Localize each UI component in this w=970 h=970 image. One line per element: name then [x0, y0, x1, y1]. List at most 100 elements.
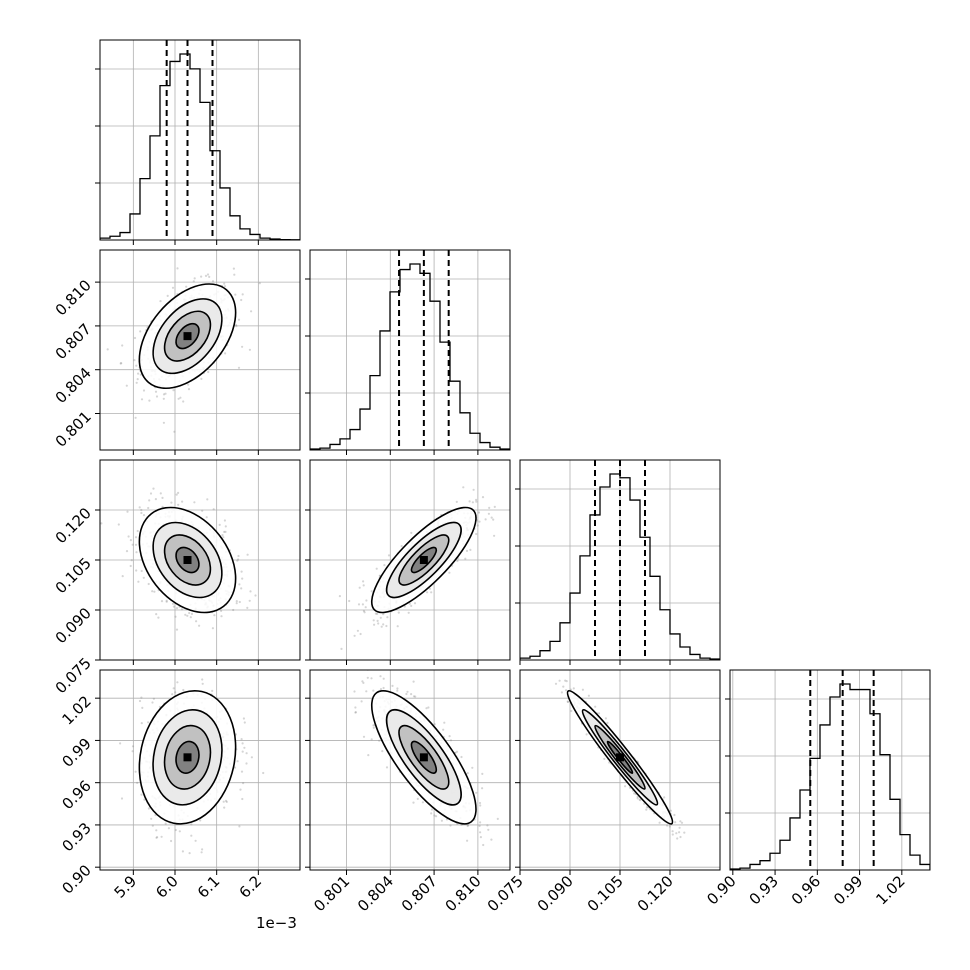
sample-point [362, 681, 365, 685]
sample-point [135, 381, 138, 384]
x-tick-label-1-0: 0.801 [310, 872, 353, 915]
sample-point [479, 831, 482, 834]
x-tick-label-3-2: 0.96 [788, 872, 824, 908]
sample-point [478, 520, 481, 523]
sample-point [149, 492, 153, 495]
sample-point [120, 797, 124, 800]
sample-point [142, 576, 145, 579]
sample-point [224, 352, 227, 355]
sample-point [359, 632, 362, 636]
sample-point [241, 797, 244, 801]
sample-point [669, 809, 673, 812]
x-tick-label-3-0: 0.90 [703, 872, 739, 908]
sample-point [475, 791, 478, 794]
sample-point [160, 835, 163, 838]
sample-point [148, 499, 151, 502]
density-peak [616, 753, 624, 762]
sample-point [410, 604, 413, 608]
sample-point [624, 785, 627, 788]
sample-point [100, 522, 103, 525]
x-tick-label-0-3: 6.2 [236, 872, 266, 902]
sample-point [175, 607, 179, 610]
sample-point [233, 766, 237, 769]
sample-point [362, 735, 366, 738]
sample-point [174, 828, 177, 832]
sample-point [134, 416, 137, 419]
sample-point [481, 772, 484, 776]
sample-point [198, 624, 201, 627]
panel-frame [99, 249, 301, 451]
sample-point [380, 625, 383, 628]
sample-point [185, 285, 188, 288]
sample-point [136, 529, 139, 533]
sample-point [443, 721, 446, 724]
sample-point [372, 619, 375, 622]
sample-point [136, 781, 139, 785]
sample-point [678, 831, 681, 834]
sample-point [348, 599, 351, 603]
sample-point [136, 378, 139, 381]
sample-point [671, 830, 674, 833]
sample-point [140, 722, 143, 725]
sample-point [134, 536, 138, 539]
sample-point [236, 760, 239, 763]
x-tick-label-2-3: 0.120 [634, 872, 677, 915]
panel-frame [309, 249, 511, 451]
sample-point [448, 571, 451, 574]
sample-point [129, 539, 132, 542]
sample-point [382, 677, 385, 680]
y-tick-label-1-2: 0.807 [52, 320, 95, 363]
sample-point [449, 824, 452, 827]
sample-point [140, 508, 143, 512]
sample-point [232, 267, 235, 270]
sample-point [558, 679, 561, 682]
sample-point [671, 833, 674, 836]
sample-point [430, 812, 433, 815]
sample-point [354, 711, 357, 714]
sample-point [358, 586, 361, 589]
sample-point [218, 523, 221, 527]
sample-point [466, 824, 469, 828]
sample-point [433, 814, 436, 817]
sample-point [250, 310, 253, 313]
y-tick-label-1-0: 0.801 [52, 408, 95, 451]
sample-point [164, 392, 167, 395]
sample-point [119, 742, 122, 745]
sample-point [135, 551, 138, 554]
sample-point [201, 509, 204, 512]
sample-point [129, 564, 132, 568]
sample-point [606, 721, 609, 725]
sample-point [165, 599, 168, 602]
sample-point [666, 824, 669, 827]
sample-point [241, 293, 244, 296]
sample-point [159, 300, 162, 303]
sample-point [151, 590, 154, 593]
sample-point [211, 280, 215, 283]
sample-point [360, 700, 363, 703]
sample-point [147, 582, 150, 586]
sample-point [181, 850, 184, 853]
sample-point [673, 813, 676, 817]
sample-point [396, 689, 399, 692]
sample-point [430, 591, 433, 594]
sample-point [223, 530, 226, 534]
sample-point [412, 801, 415, 804]
sample-point [170, 839, 173, 843]
sample-point [211, 689, 214, 693]
sample-point [430, 808, 434, 811]
sample-point [222, 800, 225, 803]
sample-point [233, 273, 236, 276]
sample-point [238, 825, 241, 828]
sample-point [177, 397, 180, 400]
sample-point [241, 742, 244, 745]
sample-point [471, 766, 474, 769]
sample-point [138, 699, 142, 703]
sample-point [221, 534, 224, 537]
sample-point [140, 793, 143, 796]
sample-point [236, 559, 239, 562]
sample-point [387, 554, 391, 557]
sample-point [370, 677, 373, 680]
sample-point [187, 383, 190, 386]
sample-point [262, 771, 265, 775]
